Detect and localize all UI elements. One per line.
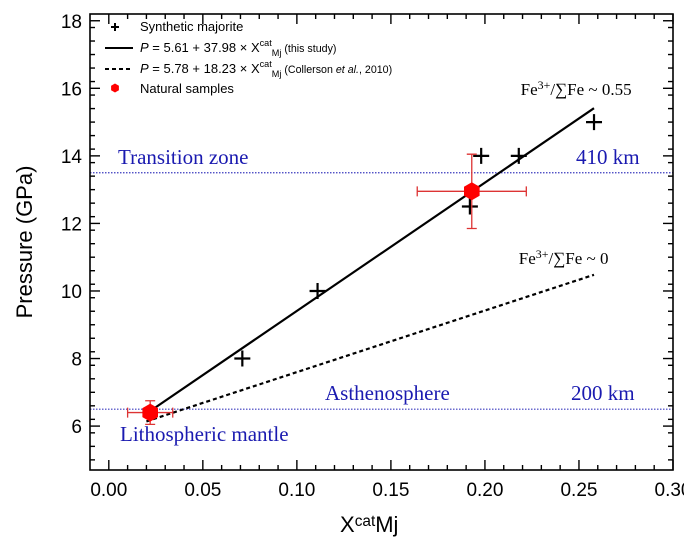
natural-sample-point-2	[464, 182, 480, 201]
y-axis-title: Pressure (GPa)	[12, 166, 37, 319]
x-tick-label: 0.15	[372, 480, 409, 501]
y-tick-label: 6	[71, 417, 82, 438]
asthenosphere-label: Asthenosphere	[325, 381, 450, 405]
labels-layer: 0.00 0.05 0.10 0.15 0.20 0.25 0.30 6 8 10 12 14 16 18…	[12, 12, 684, 537]
x-tick-label: 0.05	[184, 480, 221, 501]
synthetic-point-5	[510, 147, 527, 164]
x-tick-label: 0.30	[655, 480, 684, 501]
natural-sample-point-1	[142, 403, 158, 422]
y-tick-label: 12	[61, 214, 82, 235]
series-layer	[126, 107, 603, 426]
synthetic-point-3	[461, 198, 478, 215]
legend-label-2: P = 5.61 + 37.98 × XcatMj (this study)	[140, 38, 336, 58]
fe-ratio-annotation-1: Fe3+/∑Fe ~ 0.55	[521, 78, 632, 99]
y-tick-label: 10	[61, 282, 82, 303]
legend-label-1: Synthetic majorite	[140, 19, 243, 34]
x-tick-label: 0.00	[90, 480, 127, 501]
x-tick-label: 0.10	[278, 480, 315, 501]
depth-410-label: 410 km	[576, 145, 640, 169]
legend-label-4: Natural samples	[140, 81, 234, 96]
synthetic-point-4	[473, 147, 490, 164]
synthetic-point-1	[234, 350, 251, 367]
y-tick-label: 18	[61, 12, 82, 33]
fe-ratio-annotation-2: Fe3+/∑Fe ~ 0	[519, 247, 609, 268]
collerson-fit-line	[146, 273, 595, 423]
y-tick-label: 16	[61, 79, 82, 100]
reference-lines-layer	[90, 172, 673, 410]
plot-frame	[89, 13, 674, 471]
transition-zone-label: Transition zone	[118, 145, 248, 169]
legend-hexagon-marker	[111, 83, 119, 93]
legend: Synthetic majorite P = 5.61 + 37.98 × Xca…	[105, 19, 392, 96]
x-tick-label: 0.25	[560, 480, 597, 501]
depth-200-label: 200 km	[571, 381, 635, 405]
y-tick-label: 8	[71, 350, 82, 371]
x-axis-title: XcatMj	[340, 512, 398, 537]
axes-layer	[89, 13, 674, 471]
legend-label-3: P = 5.78 + 18.23 × XcatMj (Collerson et …	[140, 59, 392, 79]
synthetic-point-2	[309, 282, 326, 299]
synthetic-point-6	[586, 114, 603, 131]
x-tick-label: 0.20	[466, 480, 503, 501]
y-tick-label: 14	[61, 147, 83, 168]
lithospheric-mantle-label: Lithospheric mantle	[120, 422, 289, 446]
legend-plus-marker	[111, 23, 119, 31]
